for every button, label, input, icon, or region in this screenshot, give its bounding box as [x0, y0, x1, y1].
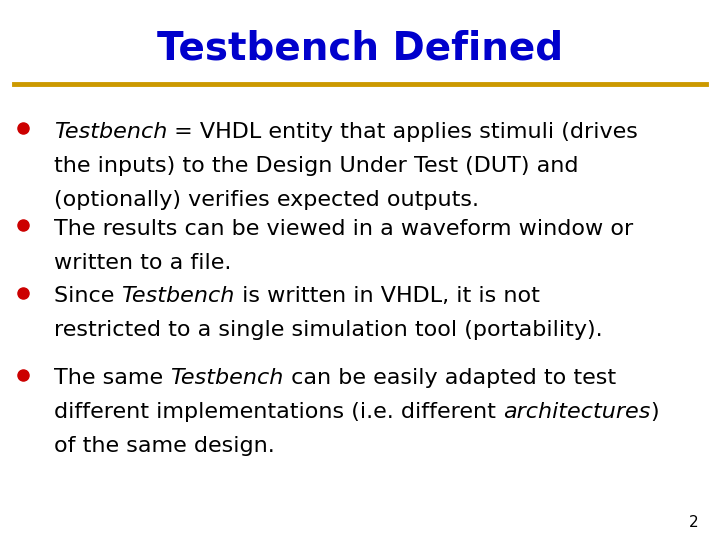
Text: the inputs) to the Design Under Test (DUT) and: the inputs) to the Design Under Test (DU… [54, 156, 578, 176]
Text: = VHDL entity that applies stimuli (drives: = VHDL entity that applies stimuli (driv… [167, 122, 638, 141]
Text: The results can be viewed in a waveform window or: The results can be viewed in a waveform … [54, 219, 634, 239]
Text: restricted to a single simulation tool (portability).: restricted to a single simulation tool (… [54, 320, 603, 340]
Text: Testbench Defined: Testbench Defined [157, 30, 563, 68]
Text: Since: Since [54, 286, 122, 306]
Text: Testbench: Testbench [170, 368, 284, 388]
Text: 2: 2 [689, 515, 698, 530]
Text: The same: The same [54, 368, 170, 388]
Text: architectures: architectures [503, 402, 650, 422]
Text: written to a file.: written to a file. [54, 253, 231, 273]
Text: Testbench: Testbench [122, 286, 235, 306]
Text: (optionally) verifies expected outputs.: (optionally) verifies expected outputs. [54, 190, 479, 210]
Text: can be easily adapted to test: can be easily adapted to test [284, 368, 616, 388]
Text: Testbench: Testbench [54, 122, 167, 141]
Text: different implementations (i.e. different: different implementations (i.e. differen… [54, 402, 503, 422]
Text: ): ) [650, 402, 659, 422]
Text: is written in VHDL, it is not: is written in VHDL, it is not [235, 286, 540, 306]
Text: of the same design.: of the same design. [54, 436, 275, 456]
